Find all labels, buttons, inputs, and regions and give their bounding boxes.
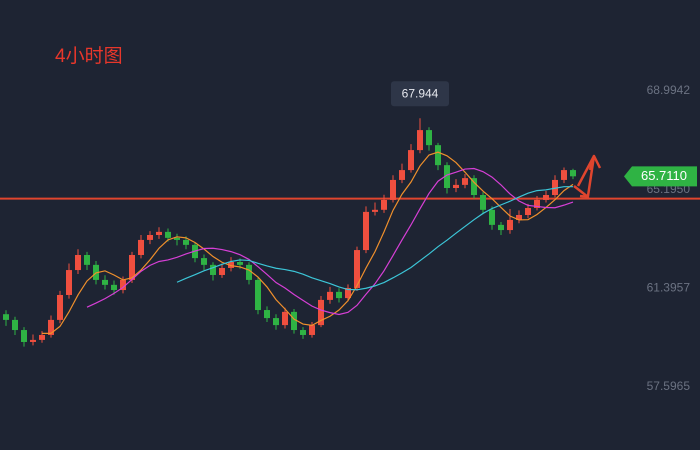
candle-body [183, 239, 189, 245]
candle-body [561, 170, 567, 180]
moving-average-line [86, 167, 574, 316]
max-label-box [391, 81, 449, 107]
y-tick-label: 68.9942 [647, 83, 691, 97]
candle-body [318, 299, 324, 326]
candle-body [444, 165, 450, 188]
candle-body [336, 291, 342, 299]
candle-body [435, 145, 441, 166]
candle-body [3, 314, 9, 320]
y-tick-label: 57.5965 [647, 379, 691, 393]
candle-body [237, 262, 243, 265]
candle-body [417, 130, 423, 151]
candle-body [462, 178, 468, 185]
candle-body [129, 254, 135, 280]
candle-body [489, 209, 495, 225]
candle-body [525, 207, 531, 216]
candle-body [12, 319, 18, 331]
y-tick-label: 61.3957 [647, 281, 691, 295]
candle-body [147, 234, 153, 240]
candle-body [309, 325, 315, 335]
candle-body [66, 270, 72, 295]
candle-body [57, 294, 63, 320]
candle-body [408, 150, 414, 171]
arrow [573, 185, 590, 199]
candle-body [21, 330, 27, 342]
candle-body [246, 264, 252, 280]
forecast-arrows [573, 154, 602, 199]
candle-body [390, 179, 396, 200]
candle-body [426, 130, 432, 146]
candle-body [219, 267, 225, 275]
candle-body [120, 279, 126, 291]
candle-body [570, 170, 576, 177]
candle-body [300, 330, 306, 335]
candle-body [111, 284, 117, 291]
candle-body [255, 279, 261, 311]
candle-body [264, 310, 270, 319]
candle-body [534, 199, 540, 208]
candle-body [507, 219, 513, 231]
max-label: 67.944 [402, 86, 439, 100]
candle-body [201, 258, 207, 265]
candle-body [156, 231, 162, 235]
candle-body [282, 311, 288, 326]
candle-body [228, 262, 234, 268]
candle-body [354, 250, 360, 288]
candle-body [273, 318, 279, 326]
candle-body [75, 254, 81, 271]
candle-body [30, 339, 36, 342]
candle-body [174, 237, 180, 240]
candle-body [453, 184, 459, 188]
candle-body [210, 264, 216, 275]
arrow [586, 155, 596, 197]
candle-body [471, 178, 477, 196]
candle-body [345, 287, 351, 299]
chart-title: 4小时图 [55, 45, 123, 67]
candle-body [399, 170, 405, 180]
candle-body [372, 209, 378, 212]
candle-body [39, 334, 45, 340]
candle-body [516, 215, 522, 220]
candle-body [48, 319, 54, 335]
candle-body [327, 291, 333, 300]
candle-body [543, 195, 549, 200]
moving-average-line [176, 186, 573, 291]
last-price-tag [624, 166, 697, 187]
plot: 68.994265.195061.395757.596567.94465.711… [0, 81, 700, 393]
candle-body [363, 211, 369, 251]
moving-average-line [42, 151, 574, 335]
candle-body [165, 231, 171, 238]
candle-body [138, 239, 144, 255]
candle-body [480, 195, 486, 210]
candle-body [291, 311, 297, 331]
candle-body [498, 224, 504, 231]
candle-body [381, 199, 387, 210]
candle-body [552, 179, 558, 196]
candle-body [102, 279, 108, 285]
last-price-label: 65.7110 [641, 168, 687, 183]
candle-body [84, 254, 90, 265]
